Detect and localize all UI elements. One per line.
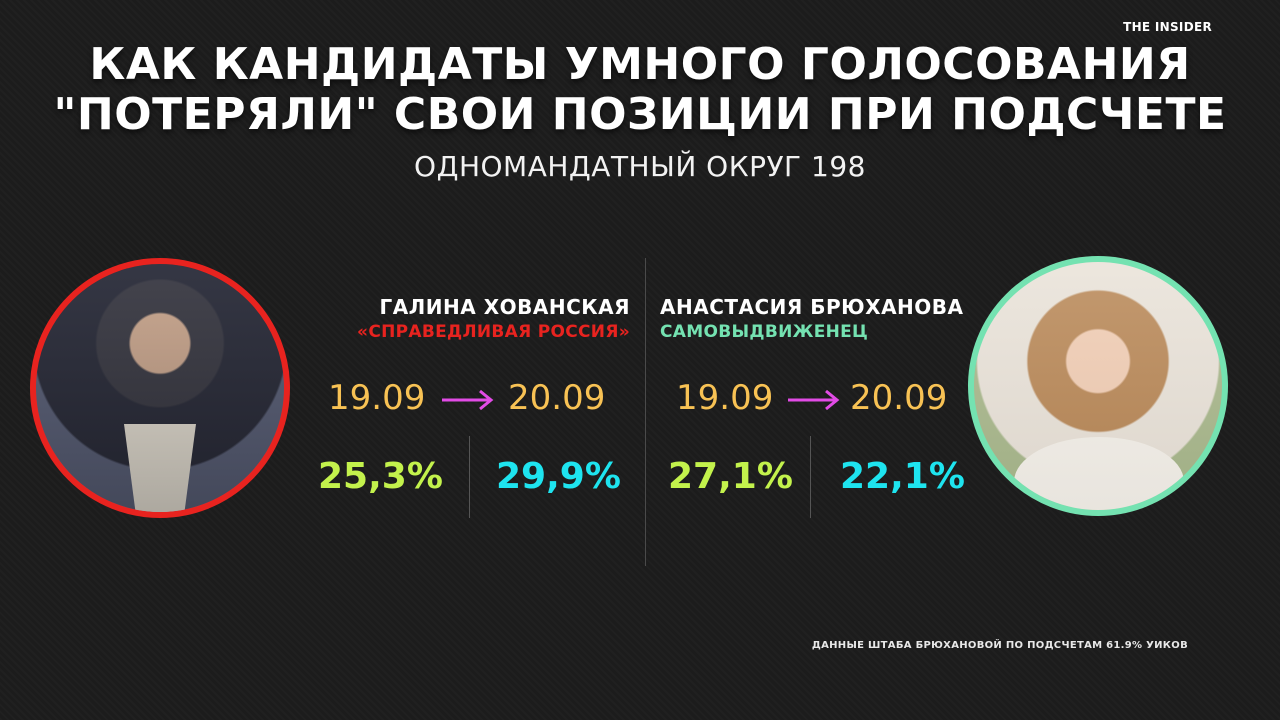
candidate-party-left: «СПРАВЕДЛИВАЯ РОССИЯ» bbox=[357, 322, 630, 342]
page-subtitle: ОДНОМАНДАТНЫЙ ОКРУГ 198 bbox=[414, 150, 866, 183]
candidate-photo-right bbox=[968, 256, 1228, 516]
center-divider bbox=[645, 258, 646, 566]
value-to-right: 22,1% bbox=[840, 456, 965, 497]
page-title: КАК КАНДИДАТЫ УМНОГО ГОЛОСОВАНИЯ "ПОТЕРЯ… bbox=[0, 40, 1280, 140]
candidate-name-right: АНАСТАСИЯ БРЮХАНОВА bbox=[660, 295, 964, 319]
date-to-right: 20.09 bbox=[850, 378, 948, 418]
date-to-left: 20.09 bbox=[508, 378, 606, 418]
photo-shade bbox=[36, 264, 284, 512]
arrow-right-icon bbox=[442, 389, 494, 411]
photo-shade bbox=[974, 262, 1222, 510]
value-from-right: 27,1% bbox=[668, 456, 793, 497]
title-line-2: "ПОТЕРЯЛИ" СВОИ ПОЗИЦИИ ПРИ ПОДСЧЕТЕ bbox=[53, 89, 1227, 140]
date-from-right: 19.09 bbox=[676, 378, 774, 418]
photo-detail bbox=[1014, 437, 1184, 510]
photo-detail bbox=[124, 424, 196, 512]
candidate-photo-left bbox=[30, 258, 290, 518]
value-from-left: 25,3% bbox=[318, 456, 443, 497]
candidate-party-right: САМОВЫДВИЖЕНЕЦ bbox=[660, 322, 869, 342]
date-from-left: 19.09 bbox=[328, 378, 426, 418]
source-footnote: ДАННЫЕ ШТАБА БРЮХАНОВОЙ ПО ПОДСЧЕТАМ 61.… bbox=[811, 640, 1188, 651]
candidate-name-left: ГАЛИНА ХОВАНСКАЯ bbox=[379, 295, 630, 319]
value-divider-left bbox=[469, 436, 470, 518]
value-to-left: 29,9% bbox=[496, 456, 621, 497]
brand-logo: THE INSIDER bbox=[1123, 20, 1212, 34]
value-divider-right bbox=[810, 436, 811, 518]
arrow-right-icon bbox=[788, 389, 840, 411]
title-line-1: КАК КАНДИДАТЫ УМНОГО ГОЛОСОВАНИЯ bbox=[89, 39, 1191, 90]
